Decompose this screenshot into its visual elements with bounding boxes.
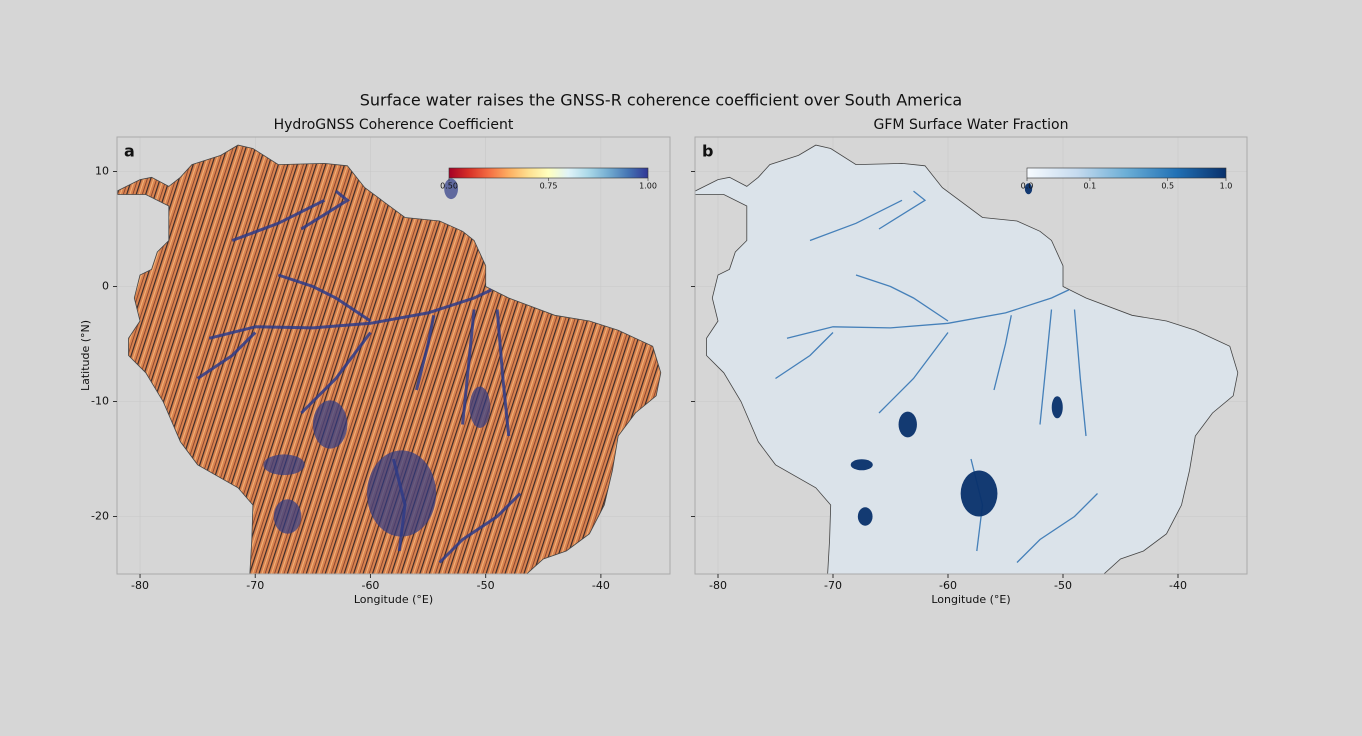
y-tick-label: -10: [91, 395, 109, 408]
x-tick-label: -50: [1054, 579, 1072, 592]
land: [695, 144, 1239, 574]
x-tick-label: -50: [477, 579, 495, 592]
x-tick-label: -60: [361, 579, 379, 592]
panel-label: a: [124, 142, 135, 161]
wetland: [312, 400, 348, 449]
colorbar-tick-label: 0.75: [540, 182, 558, 191]
colorbar-tick-label: 1.00: [639, 182, 657, 191]
river: [196, 331, 257, 380]
river: [300, 189, 350, 231]
wetland: [898, 411, 917, 438]
x-tick-label: -70: [246, 579, 264, 592]
wetland: [367, 450, 437, 537]
x-tick-label: -70: [824, 579, 842, 592]
river: [208, 288, 493, 340]
colorbar-tick-label: 0.1: [1084, 182, 1097, 191]
wetland: [1024, 183, 1033, 195]
y-axis-label: Latitude (°N): [79, 320, 92, 391]
axes-frame: [116, 136, 671, 575]
figure-title: Surface water raises the GNSS-R coherenc…: [360, 91, 962, 110]
map-panel: -80 -70 -60 -50 -40 GFM Surface Water Fractio…: [691, 117, 1248, 606]
wetland: [1051, 396, 1063, 419]
panel-label: b: [702, 142, 713, 161]
map-layer: [695, 137, 1247, 574]
river: [495, 309, 511, 437]
colorbar-tick-label: 1.0: [1220, 182, 1233, 191]
river: [1016, 493, 1098, 563]
wetland: [263, 454, 305, 476]
river: [786, 289, 1070, 339]
panel-title: HydroGNSS Coherence Coefficient: [274, 117, 514, 133]
panel-title: GFM Surface Water Fraction: [874, 117, 1069, 133]
colorbar-tick-label: 0.0: [1021, 182, 1034, 191]
river: [878, 332, 949, 414]
wetland: [273, 499, 302, 534]
river: [809, 199, 903, 242]
wetland: [960, 470, 998, 517]
x-tick-label: -40: [1169, 579, 1187, 592]
wetland: [850, 459, 873, 471]
colorbar-tick-label: 0.50: [440, 182, 458, 191]
river: [277, 273, 372, 323]
river: [415, 315, 436, 391]
colorbar: [1026, 167, 1227, 179]
river: [878, 190, 927, 230]
river: [1039, 309, 1053, 425]
x-tick-label: -80: [709, 579, 727, 592]
colorbar: [448, 167, 649, 179]
river: [1073, 309, 1087, 437]
river: [775, 332, 834, 380]
river: [855, 274, 949, 322]
x-axis-label: Longitude (°E): [931, 593, 1010, 606]
x-axis-label: Longitude (°E): [354, 593, 433, 606]
river: [993, 315, 1012, 391]
wetland: [444, 178, 459, 200]
river: [300, 331, 372, 415]
y-tick-label: 0: [102, 280, 109, 293]
river: [461, 309, 476, 425]
x-tick-label: -40: [592, 579, 610, 592]
map-panel: -80 -70 -60 -50 -40 -20 -10 0 10 HydroGNSS Cohere…: [79, 117, 671, 606]
x-tick-label: -60: [939, 579, 957, 592]
river: [438, 492, 522, 564]
axes-frame: [694, 136, 1248, 575]
y-tick-label: -20: [91, 510, 109, 523]
land: [117, 144, 662, 574]
wetland: [469, 386, 491, 428]
river: [231, 198, 326, 242]
x-tick-label: -80: [131, 579, 149, 592]
y-tick-label: 10: [95, 165, 109, 178]
map-layer: [117, 137, 670, 574]
colorbar-tick-label: 0.5: [1161, 182, 1174, 191]
wetland: [857, 507, 873, 526]
